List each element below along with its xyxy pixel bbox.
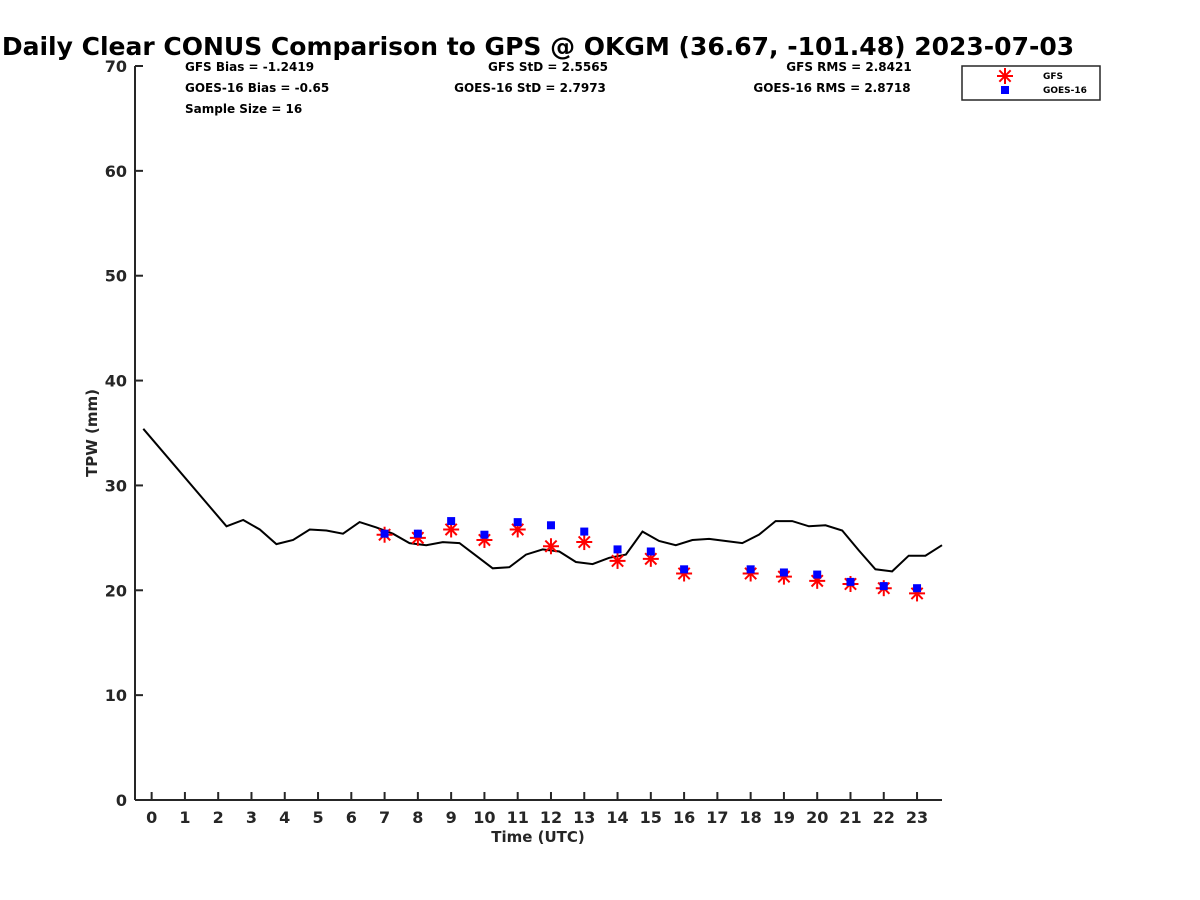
x-tick-label: 14: [606, 808, 628, 827]
gfs-std-stat: GFS StD = 2.5565: [488, 60, 608, 74]
goes-point: [613, 545, 622, 554]
goes-point: [646, 547, 655, 556]
goes-point: [413, 529, 422, 538]
x-tick-label: 2: [213, 808, 224, 827]
gfs-point: [443, 521, 460, 538]
x-axis-label: Time (UTC): [491, 828, 585, 846]
y-tick-label: 20: [105, 581, 127, 600]
y-tick-label: 40: [105, 372, 127, 391]
y-tick-label: 0: [116, 791, 127, 810]
x-tick-label: 1: [179, 808, 190, 827]
gfs-bias-stat: GFS Bias = -1.2419: [185, 60, 314, 74]
goes-point: [779, 568, 788, 577]
goes-point: [513, 518, 522, 527]
x-axis-ticks: 0 1 2 3 4 5 6 7 8 9 10 11 12 13 14 15 16 17 18 19 20 21 22 23: [146, 792, 928, 827]
gfs-point: [609, 552, 626, 569]
legend: GFS GOES-16: [961, 65, 1101, 101]
legend-goes-label: GOES-16: [1043, 86, 1087, 96]
goes-std-stat: GOES-16 StD = 2.7973: [454, 81, 606, 95]
x-tick-label: 18: [740, 808, 762, 827]
goes-point: [846, 577, 855, 586]
x-tick-label: 23: [906, 808, 928, 827]
legend-goes-marker: [1001, 86, 1009, 94]
goes-point: [480, 530, 489, 539]
gps-line: [142, 428, 943, 573]
gfs-rms-stat: GFS RMS = 2.8421: [786, 60, 911, 74]
goes-point: [813, 570, 822, 579]
x-tick-label: 15: [640, 808, 662, 827]
goes-rms-stat: GOES-16 RMS = 2.8718: [753, 81, 910, 95]
x-tick-label: 3: [246, 808, 257, 827]
goes-legend-square: [1001, 86, 1009, 94]
goes-point: [546, 521, 555, 530]
x-tick-label: 12: [540, 808, 562, 827]
goes-point: [580, 527, 589, 536]
x-tick-label: 19: [773, 808, 795, 827]
x-tick-label: 22: [873, 808, 895, 827]
x-tick-label: 10: [473, 808, 495, 827]
goes-point: [746, 565, 755, 574]
x-tick-label: 9: [446, 808, 457, 827]
x-tick-label: 21: [839, 808, 861, 827]
legend-box: [961, 65, 1101, 101]
goes-point: [913, 584, 922, 593]
gfs-point: [576, 534, 593, 551]
x-tick-label: 7: [379, 808, 390, 827]
x-tick-label: 0: [146, 808, 157, 827]
goes-point: [879, 582, 888, 591]
y-axis-label: TPW (mm): [83, 389, 101, 477]
legend-gfs-marker: [997, 68, 1013, 84]
goes-point: [680, 565, 689, 574]
plot-area: [142, 428, 943, 602]
x-tick-label: 11: [507, 808, 529, 827]
y-tick-label: 30: [105, 476, 127, 495]
x-tick-label: 5: [312, 808, 323, 827]
goes-point: [447, 517, 456, 526]
x-tick-label: 17: [706, 808, 728, 827]
x-tick-label: 20: [806, 808, 828, 827]
legend-gfs-label: GFS: [1043, 72, 1063, 82]
goes-point: [380, 529, 389, 538]
x-tick-label: 6: [346, 808, 357, 827]
y-tick-label: 10: [105, 686, 127, 705]
goes-bias-stat: GOES-16 Bias = -0.65: [185, 81, 329, 95]
x-tick-label: 4: [279, 808, 290, 827]
y-tick-label: 50: [105, 267, 127, 286]
gfs-point: [542, 538, 559, 555]
gfs-legend-asterisk: [997, 68, 1013, 84]
y-tick-label: 70: [105, 57, 127, 76]
sample-size-stat: Sample Size = 16: [185, 102, 302, 116]
chart-title: Daily Clear CONUS Comparison to GPS @ OK…: [2, 32, 1074, 61]
x-tick-label: 16: [673, 808, 695, 827]
y-tick-label: 60: [105, 162, 127, 181]
x-tick-label: 8: [412, 808, 423, 827]
x-tick-label: 13: [573, 808, 595, 827]
y-axis-ticks: 0 10 20 30 40 50 60 70: [105, 57, 143, 810]
